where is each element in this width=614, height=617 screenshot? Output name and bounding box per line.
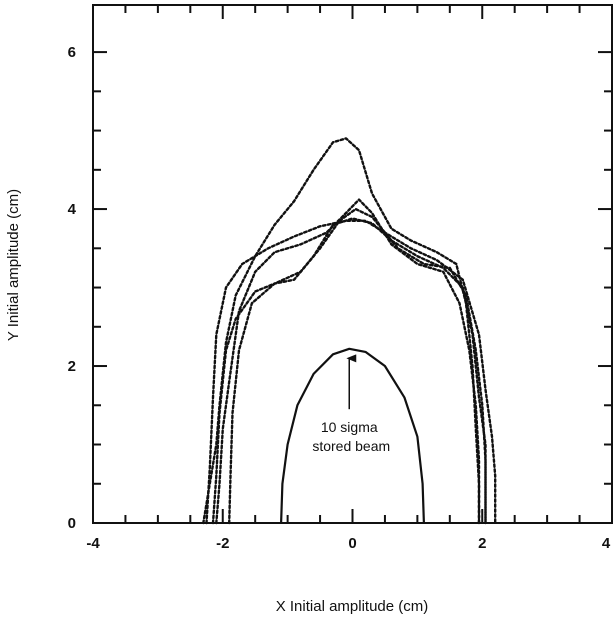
y-tick-label: 2 <box>68 358 76 375</box>
aperture-curve-5 <box>205 219 497 525</box>
x-tick-label: 4 <box>602 535 611 552</box>
annotation: 10 sigma stored beam <box>312 354 390 454</box>
y-tick-label: 0 <box>68 515 76 532</box>
y-tick-label: 4 <box>68 201 77 218</box>
x-axis-label: X Initial amplitude (cm) <box>276 598 429 615</box>
series-layer <box>202 137 497 525</box>
x-tick-label: -2 <box>216 535 229 552</box>
y-axis-label: Y Initial amplitude (cm) <box>5 189 22 341</box>
x-tick-label: -4 <box>86 535 100 552</box>
x-tick-label: 0 <box>348 535 356 552</box>
ticks: -4 -2 0 2 4 0 2 4 6 <box>68 5 613 552</box>
aperture-curve-3 <box>227 207 487 525</box>
annotation-line-1: 10 sigma <box>321 419 378 435</box>
aperture-curve-2 <box>215 198 481 525</box>
y-tick-label: 6 <box>68 44 76 61</box>
annotation-line-2: stored beam <box>312 438 390 454</box>
stored-beam-curve <box>280 347 425 524</box>
x-tick-label: 2 <box>478 535 486 552</box>
